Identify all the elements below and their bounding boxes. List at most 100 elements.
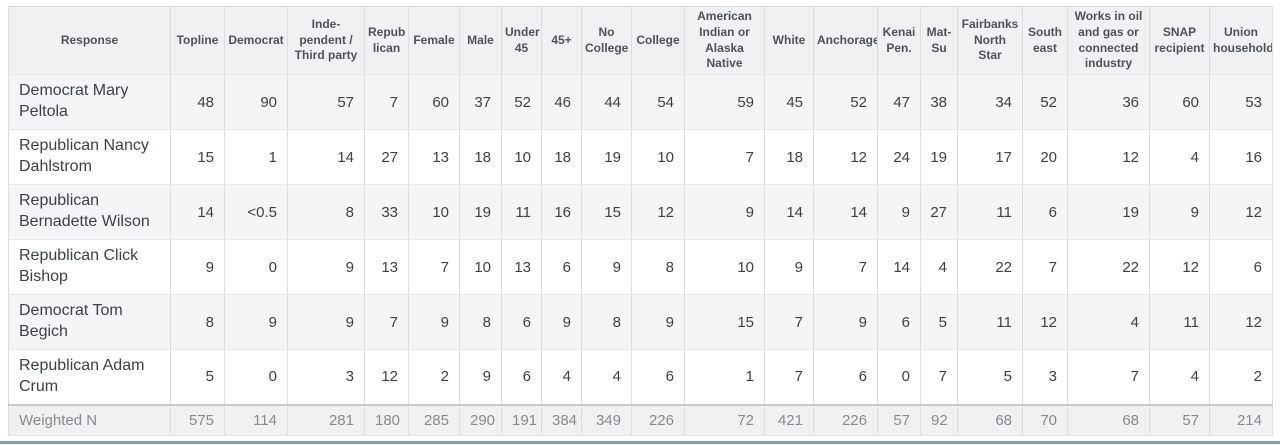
value-cell: 22 (1067, 239, 1150, 295)
column-header: 45+ (541, 6, 582, 75)
value-cell: 10 (501, 129, 542, 185)
value-cell: 4 (1067, 294, 1150, 350)
value-cell: 3 (287, 349, 365, 405)
value-cell: <0.5 (224, 184, 288, 240)
column-header: Topline (170, 6, 225, 75)
value-cell: 45 (764, 74, 814, 130)
value-cell: 14 (813, 184, 878, 240)
value-cell: 38 (920, 74, 958, 130)
value-cell: 52 (501, 74, 542, 130)
value-cell: 37 (459, 74, 502, 130)
header-row: Response Topline Democrat Inde- pendent / T… (8, 6, 1273, 75)
value-cell: 11 (957, 294, 1023, 350)
value-cell: 0 (877, 349, 921, 405)
value-cell: 7 (684, 129, 765, 185)
value-cell: 6 (541, 239, 582, 295)
value-cell: 9 (287, 294, 365, 350)
value-cell: 2 (408, 349, 460, 405)
footer-value-cell: 57 (1149, 403, 1210, 436)
footer-value-cell: 57 (877, 403, 921, 436)
value-cell: 15 (581, 184, 632, 240)
value-cell: 9 (459, 349, 502, 405)
value-cell: 14 (764, 184, 814, 240)
value-cell: 9 (631, 294, 685, 350)
value-cell: 19 (920, 129, 958, 185)
column-header: SNAP recipient (1149, 6, 1210, 75)
footer-value-cell: 114 (224, 403, 288, 436)
column-header: American Indian or Alaska Native (684, 6, 765, 75)
value-cell: 9 (764, 239, 814, 295)
value-cell: 7 (1022, 239, 1068, 295)
value-cell: 9 (1149, 184, 1210, 240)
value-cell: 15 (170, 129, 225, 185)
value-cell: 8 (581, 294, 632, 350)
footer-value-cell: 226 (813, 403, 878, 436)
value-cell: 18 (541, 129, 582, 185)
table-row: Republican Adam Crum 5 0 3 12 2 9 6 4 4 6 1 7 6 0 7 5 3 7 4… (8, 349, 1273, 405)
column-header: South east (1022, 6, 1068, 75)
row-label-cell: Republican Bernadette Wilson (8, 184, 171, 240)
column-header: No College (581, 6, 632, 75)
footer-value-cell: 421 (764, 403, 814, 436)
value-cell: 12 (1149, 239, 1210, 295)
value-cell: 16 (541, 184, 582, 240)
value-cell: 53 (1209, 74, 1273, 130)
value-cell: 9 (877, 184, 921, 240)
value-cell: 7 (364, 294, 409, 350)
value-cell: 7 (408, 239, 460, 295)
value-cell: 6 (501, 349, 542, 405)
value-cell: 12 (813, 129, 878, 185)
value-cell: 27 (364, 129, 409, 185)
value-cell: 52 (813, 74, 878, 130)
value-cell: 19 (581, 129, 632, 185)
value-cell: 1 (684, 349, 765, 405)
value-cell: 12 (364, 349, 409, 405)
value-cell: 12 (1022, 294, 1068, 350)
footer-value-cell: 285 (408, 403, 460, 436)
column-header: Female (408, 6, 460, 75)
column-header: Anchorage (813, 6, 878, 75)
footer-row: Weighted N 575 114 281 180 285 290 191 384 349 226… (8, 403, 1273, 436)
value-cell: 13 (408, 129, 460, 185)
bottom-accent-bar (0, 441, 1280, 444)
footer-value-cell: 68 (1067, 403, 1150, 436)
value-cell: 9 (224, 294, 288, 350)
footer-value-cell: 575 (170, 403, 225, 436)
row-label-cell: Democrat Mary Peltola (8, 74, 171, 130)
value-cell: 10 (684, 239, 765, 295)
value-cell: 7 (764, 294, 814, 350)
value-cell: 11 (501, 184, 542, 240)
value-cell: 6 (1209, 239, 1273, 295)
value-cell: 10 (459, 239, 502, 295)
value-cell: 34 (957, 74, 1023, 130)
value-cell: 33 (364, 184, 409, 240)
value-cell: 9 (581, 239, 632, 295)
value-cell: 2 (1209, 349, 1273, 405)
value-cell: 19 (459, 184, 502, 240)
footer-value-cell: 214 (1209, 403, 1273, 436)
value-cell: 7 (364, 74, 409, 130)
footer-value-cell: 180 (364, 403, 409, 436)
value-cell: 7 (764, 349, 814, 405)
column-header: College (631, 6, 685, 75)
footer-value-cell: 290 (459, 403, 502, 436)
value-cell: 4 (1149, 129, 1210, 185)
value-cell: 7 (920, 349, 958, 405)
value-cell: 9 (813, 294, 878, 350)
column-header: Inde- pendent / Third party (287, 6, 365, 75)
value-cell: 5 (957, 349, 1023, 405)
footer-value-cell: 68 (957, 403, 1023, 436)
value-cell: 18 (459, 129, 502, 185)
footer-value-cell: 72 (684, 403, 765, 436)
value-cell: 12 (1067, 129, 1150, 185)
column-header: Mat- Su (920, 6, 958, 75)
value-cell: 19 (1067, 184, 1150, 240)
column-header: White (764, 6, 814, 75)
value-cell: 57 (287, 74, 365, 130)
table-row: Democrat Tom Begich 8 9 9 7 9 8 6 9 8 9 15 7 9 6 5 11 12 4… (8, 294, 1273, 350)
column-header: Repub lican (364, 6, 409, 75)
value-cell: 11 (957, 184, 1023, 240)
row-label-cell: Republican Nancy Dahlstrom (8, 129, 171, 185)
footer-value-cell: 281 (287, 403, 365, 436)
value-cell: 6 (1022, 184, 1068, 240)
